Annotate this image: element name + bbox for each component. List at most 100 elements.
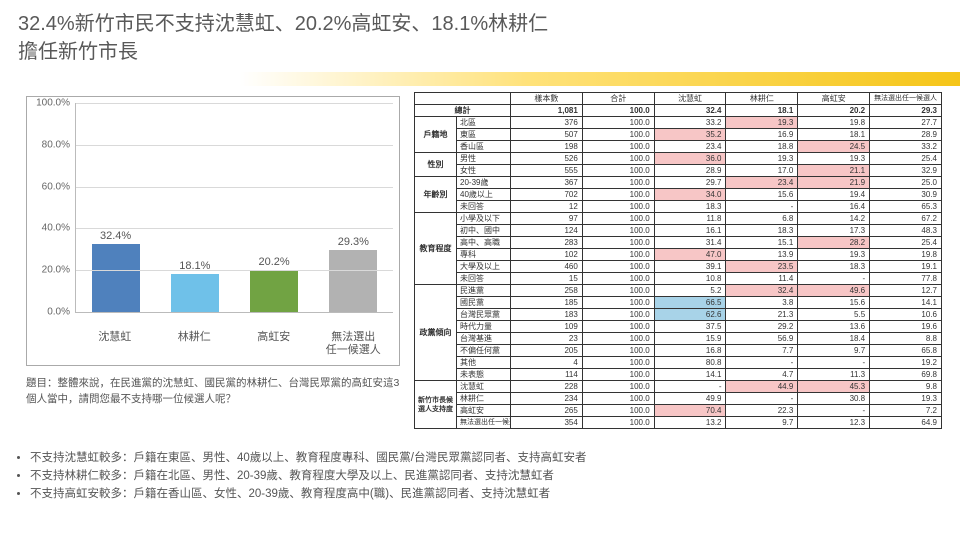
table-cell: 100.0	[582, 213, 654, 225]
table-cell: 18.4	[798, 333, 870, 345]
chart-bar-label: 29.3%	[338, 236, 369, 248]
table-column-header: 無法選出任一候選人	[870, 93, 942, 105]
table-cell: 100.0	[582, 393, 654, 405]
table-row-label: 東區	[457, 129, 511, 141]
table-cell: 21.9	[798, 177, 870, 189]
table-group-label: 新竹市長候選人支持度	[415, 381, 457, 429]
table-header-blank	[415, 93, 511, 105]
table-cell: 19.8	[870, 249, 942, 261]
table-cell: 12.3	[798, 417, 870, 429]
table-row: 香山區198100.023.418.824.533.2	[415, 141, 942, 153]
table-cell: 19.4	[798, 189, 870, 201]
table-cell: 48.3	[870, 225, 942, 237]
title-line-1: 32.4%新竹市民不支持沈慧虹、20.2%高虹安、18.1%林耕仁	[18, 13, 548, 35]
table-row-label: 大學及以上	[457, 261, 511, 273]
chart-x-axis: 沈慧虹林耕仁高虹安無法選出任一候選人	[75, 331, 393, 357]
table-cell: 28.9	[870, 129, 942, 141]
table-cell: 1,081	[511, 105, 583, 117]
table-cell: 30.8	[798, 393, 870, 405]
table-cell: 19.3	[870, 393, 942, 405]
table-cell: 5.5	[798, 309, 870, 321]
table-cell: 13.2	[654, 417, 726, 429]
table-cell: 16.9	[726, 129, 798, 141]
table-cell: 265	[511, 405, 583, 417]
table-cell: 77.8	[870, 273, 942, 285]
table-row-label: 民進黨	[457, 285, 511, 297]
table-group-label: 性別	[415, 153, 457, 177]
table-cell: 124	[511, 225, 583, 237]
table-cell: 9.7	[798, 345, 870, 357]
table-cell: 10.6	[870, 309, 942, 321]
table-cell: 24.5	[798, 141, 870, 153]
table-cell: -	[798, 405, 870, 417]
summary-bullet: 不支持沈慧虹較多：戶籍在東區、男性、40歲以上、教育程度專科、國民黨/台灣民眾黨…	[30, 449, 930, 465]
table-cell: 21.3	[726, 309, 798, 321]
table-row-label: 沈慧虹	[457, 381, 511, 393]
table-row-label: 男性	[457, 153, 511, 165]
table-cell: 367	[511, 177, 583, 189]
chart-bar-rect	[250, 270, 298, 312]
table-cell: 32.4	[654, 105, 726, 117]
table-row-label: 高虹安	[457, 405, 511, 417]
table-cell: 13.6	[798, 321, 870, 333]
chart-gridline	[76, 145, 393, 146]
table-cell: 100.0	[582, 285, 654, 297]
table-cell: 14.1	[870, 297, 942, 309]
chart-bar: 20.2%	[239, 256, 309, 312]
chart-x-category: 林耕仁	[159, 331, 229, 357]
chart-bars: 32.4%18.1%20.2%29.3%	[76, 103, 393, 312]
table-cell: 37.5	[654, 321, 726, 333]
table-cell: 7.7	[726, 345, 798, 357]
table-row-label: 初中、國中	[457, 225, 511, 237]
table-cell: -	[726, 393, 798, 405]
table-row-label: 香山區	[457, 141, 511, 153]
chart-gridline	[76, 270, 393, 271]
table-row: 新竹市長候選人支持度沈慧虹228100.0-44.945.39.8	[415, 381, 942, 393]
table-row-label: 無法選出任一候選人	[457, 417, 511, 429]
table-cell: 100.0	[582, 189, 654, 201]
table-cell: 100.0	[582, 249, 654, 261]
table-cell: 114	[511, 369, 583, 381]
chart-question: 題目：整體來說，在民進黨的沈慧虹、國民黨的林耕仁、台灣民眾黨的高虹安這3個人當中…	[26, 376, 400, 408]
table-cell: 185	[511, 297, 583, 309]
chart-bar: 18.1%	[160, 260, 230, 312]
table-cell: 100.0	[582, 417, 654, 429]
table-cell: 100.0	[582, 321, 654, 333]
table-cell: 19.6	[870, 321, 942, 333]
table-cell: 23.4	[654, 141, 726, 153]
table-row: 女性555100.028.917.021.132.9	[415, 165, 942, 177]
table-total-label: 總計	[415, 105, 511, 117]
table-cell: 12.7	[870, 285, 942, 297]
summary-bullet: 不支持林耕仁較多：戶籍在北區、男性、20-39歲、教育程度大學及以上、民進黨認同…	[30, 467, 930, 483]
table-cell: 31.4	[654, 237, 726, 249]
table-cell: 23.4	[726, 177, 798, 189]
summary-bullets: 不支持沈慧虹較多：戶籍在東區、男性、40歲以上、教育程度專科、國民黨/台灣民眾黨…	[0, 441, 960, 501]
table-cell: 13.9	[726, 249, 798, 261]
table-row: 不偏任何黨205100.016.87.79.765.8	[415, 345, 942, 357]
table-cell: 234	[511, 393, 583, 405]
table-cell: 19.3	[726, 117, 798, 129]
table-cell: 30.9	[870, 189, 942, 201]
table-cell: 11.4	[726, 273, 798, 285]
table-cell: 67.2	[870, 213, 942, 225]
table-row: 國民黨185100.066.53.815.614.1	[415, 297, 942, 309]
table-row-label: 專科	[457, 249, 511, 261]
table-cell: 100.0	[582, 369, 654, 381]
table-cell: 18.1	[798, 129, 870, 141]
table-cell: 507	[511, 129, 583, 141]
table-row-label: 40歲以上	[457, 189, 511, 201]
table-cell: 45.3	[798, 381, 870, 393]
table-row-label: 時代力量	[457, 321, 511, 333]
table-row: 台灣基進23100.015.956.918.48.8	[415, 333, 942, 345]
table-row-label: 其他	[457, 357, 511, 369]
table-cell: 100.0	[582, 309, 654, 321]
table-cell: 69.8	[870, 369, 942, 381]
table-cell: 39.1	[654, 261, 726, 273]
table-row: 高虹安265100.070.422.3-7.2	[415, 405, 942, 417]
table-cell: 102	[511, 249, 583, 261]
table-cell: 4.7	[726, 369, 798, 381]
table-row-label: 小學及以下	[457, 213, 511, 225]
table-cell: 9.7	[726, 417, 798, 429]
table-cell: -	[798, 273, 870, 285]
table-row: 高中、高職283100.031.415.128.225.4	[415, 237, 942, 249]
